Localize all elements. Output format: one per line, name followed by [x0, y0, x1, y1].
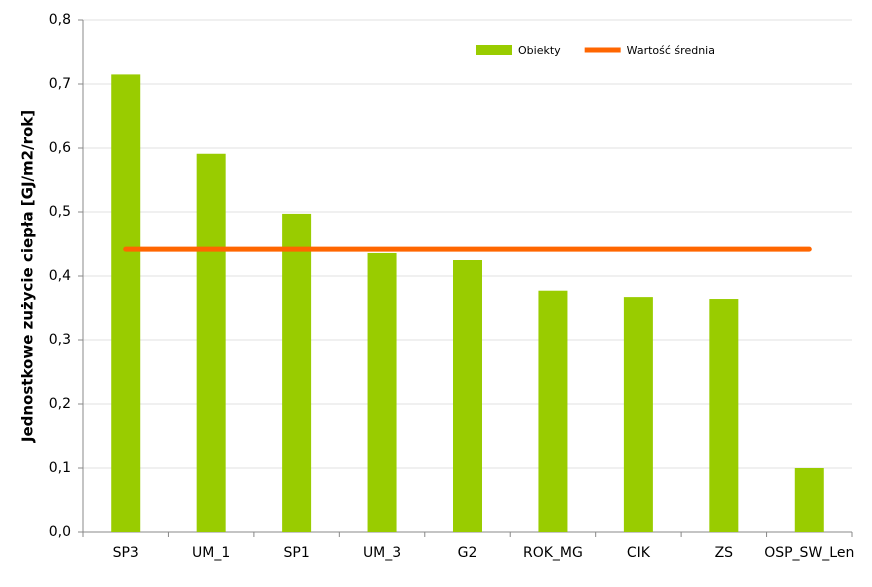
x-tick-label: ZS: [715, 545, 734, 561]
x-tick-label: SP1: [283, 545, 309, 561]
x-tick-label: OSP_SW_Len: [764, 545, 854, 561]
y-tick-label: 0,0: [49, 524, 71, 540]
bar: [111, 74, 141, 533]
y-tick-label: 0,3: [49, 332, 71, 348]
x-tick-label: ROK_MG: [523, 545, 583, 561]
y-tick-label: 0,7: [49, 76, 71, 92]
y-axis-title: Jednostkowe zużycie ciepła [GJ/m2/rok]: [19, 110, 37, 443]
y-tick-label: 0,6: [49, 140, 71, 156]
legend-label: Wartość średnia: [627, 44, 715, 57]
legend-label: Obiekty: [518, 44, 561, 57]
legend-swatch: [476, 45, 512, 55]
bar: [623, 297, 653, 532]
bar: [538, 290, 568, 532]
bar: [709, 299, 739, 532]
y-tick-label: 0,4: [49, 268, 71, 284]
x-tick-label: CIK: [627, 545, 651, 561]
bar: [453, 260, 482, 532]
bar: [794, 468, 824, 532]
y-tick-label: 0,1: [49, 460, 71, 476]
x-tick-label: UM_1: [192, 545, 230, 561]
bar: [196, 153, 226, 532]
x-tick-label: UM_3: [363, 545, 401, 561]
bar: [282, 213, 312, 533]
x-tick-label: G2: [458, 545, 478, 561]
x-tick-label: SP3: [113, 545, 139, 561]
y-tick-label: 0,2: [49, 396, 71, 412]
bar: [367, 252, 397, 532]
y-tick-label: 0,5: [49, 204, 71, 220]
y-tick-label: 0,8: [49, 12, 71, 28]
